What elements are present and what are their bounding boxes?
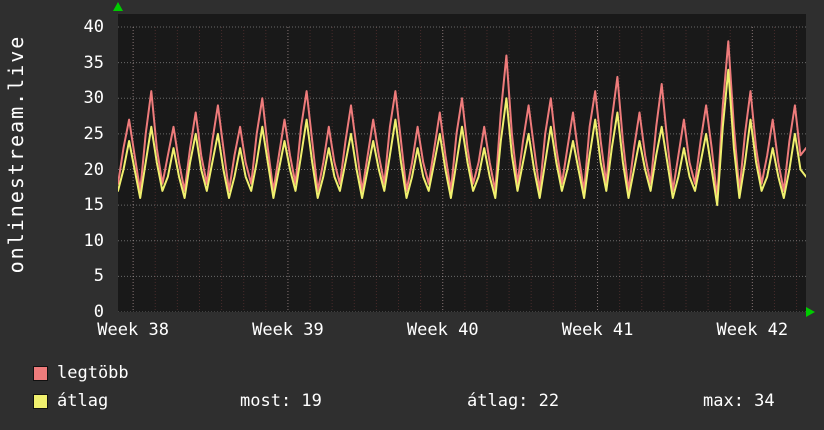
- stat-most: most: 19: [240, 391, 322, 411]
- legend-label-atlag: átlag: [57, 391, 109, 411]
- y-tick-label: 10: [83, 230, 104, 251]
- y-tick-label: 25: [83, 123, 104, 144]
- chart-svg: [117, 26, 807, 313]
- x-axis: Week 38 Week 39 Week 40 Week 41 Week 42: [97, 320, 789, 340]
- y-axis-arrow-icon: [113, 2, 123, 11]
- y-tick-label: 15: [83, 195, 104, 216]
- chart-plot: [117, 14, 807, 313]
- x-tick-label: Week 38: [97, 320, 169, 340]
- y-tick-label: 0: [93, 302, 104, 322]
- legend-swatch-atlag: [33, 394, 48, 409]
- y-axis: 0 5 10 15 20 25 30 35 40: [0, 0, 112, 340]
- y-tick-label: 40: [83, 17, 104, 37]
- x-tick-label: Week 41: [561, 320, 634, 340]
- y-tick-label: 20: [83, 159, 104, 180]
- x-axis-arrow-icon: [806, 307, 815, 317]
- y-tick-label: 35: [83, 52, 104, 73]
- y-tick-label: 5: [93, 266, 104, 287]
- legend-label-legtobb: legtöbb: [57, 363, 129, 383]
- x-tick-label: Week 39: [252, 320, 324, 340]
- stat-max: max: 34: [703, 391, 775, 411]
- series-line-1: [117, 68, 807, 207]
- y-tick-label: 30: [83, 88, 104, 109]
- x-tick-label: Week 42: [716, 320, 789, 340]
- legend-swatch-legtobb: [33, 366, 48, 381]
- x-tick-label: Week 40: [406, 320, 479, 340]
- series-line-0: [117, 40, 807, 199]
- stat-atlag: átlag: 22: [467, 391, 560, 411]
- legend: legtöbb átlag most: 19 átlag: 22 max: 34: [0, 355, 824, 430]
